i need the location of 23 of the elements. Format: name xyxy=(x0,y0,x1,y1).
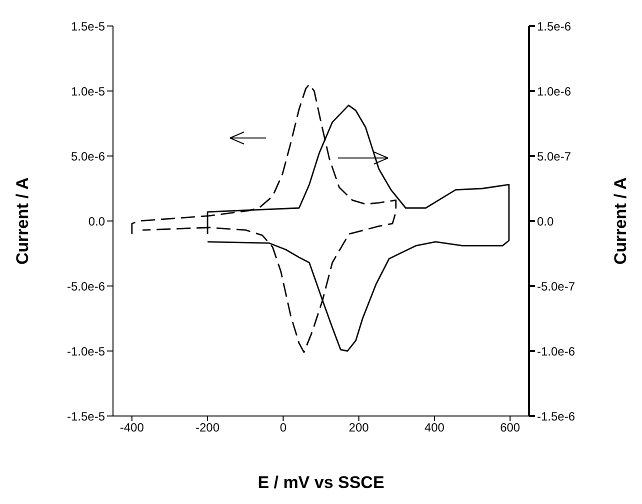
y-tick-label: 0.0 xyxy=(88,214,106,228)
y2-tick-label: 1.0e-6 xyxy=(537,84,572,98)
x-tick-label: -200 xyxy=(196,420,220,435)
x-tick-label: 600 xyxy=(500,420,520,435)
y-tick-label: -1.5e-5 xyxy=(66,409,106,424)
y-tick-label: 1.5e-5 xyxy=(70,19,106,34)
x-tick-label: -400 xyxy=(120,420,144,435)
y2-tick-label: 0.0 xyxy=(537,214,554,228)
x-axis-title: E / mV vs SSCE xyxy=(258,473,384,492)
y2-axis-title: Current / A xyxy=(611,177,630,265)
y2-tick-label: -1.0e-6 xyxy=(537,344,576,358)
x-tick-label: 200 xyxy=(348,420,370,435)
y-tick-label: -5.0e-6 xyxy=(66,279,106,294)
y2-tick-label: 1.5e-6 xyxy=(537,19,572,34)
y-tick-label: -1.0e-5 xyxy=(66,344,106,358)
y2-tick-label: -5.0e-7 xyxy=(537,279,576,294)
y-axis-title: Current / A xyxy=(13,177,32,265)
y2-tick-label: -1.5e-6 xyxy=(537,409,576,424)
x-tick-label: 400 xyxy=(424,420,445,435)
x-tick-label: 0 xyxy=(280,420,287,435)
y-tick-label: 5.0e-6 xyxy=(70,149,106,164)
y-tick-label: 1.0e-5 xyxy=(70,84,106,98)
y2-tick-label: 5.0e-7 xyxy=(537,149,572,164)
